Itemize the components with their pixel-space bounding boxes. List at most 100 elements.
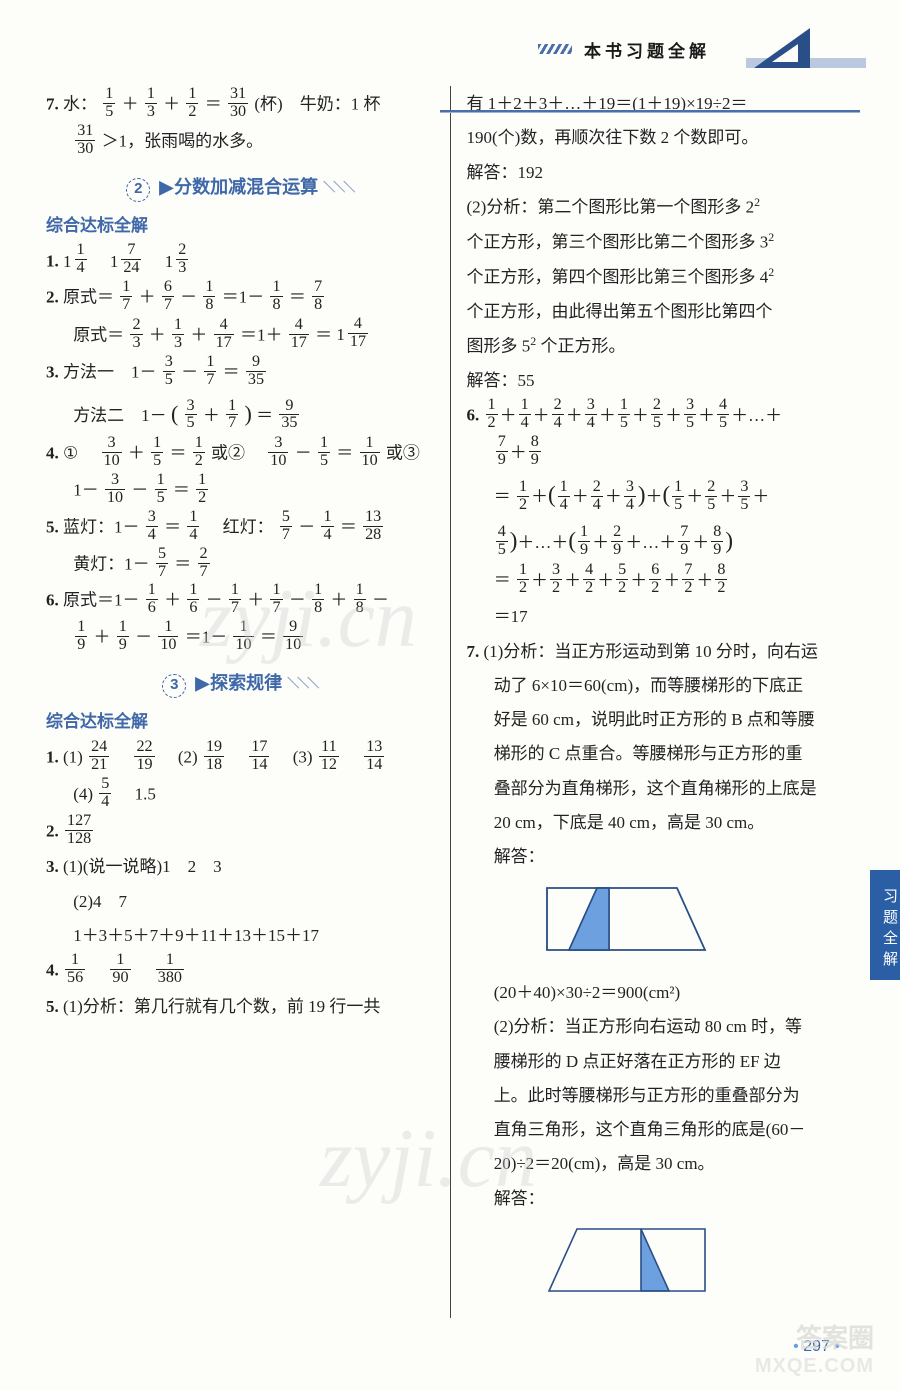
fraction: 27 [198, 546, 210, 581]
op: ＋ [139, 288, 156, 307]
r6-line1: 6. 12＋14＋24＋34＋15＋25＋35＋45＋…＋ [467, 399, 855, 434]
r5-line: (2)分析：第二个图形比第一个图形多 22 [467, 191, 855, 224]
fraction: 935 [246, 354, 266, 389]
right-column: 有 1＋2＋3＋…＋19＝(1＋19)×19÷2＝ 190(个)数，再顺次往下数… [455, 86, 867, 1318]
fraction: 19 [117, 619, 129, 654]
answer-2-line2: 原式＝ 23 ＋ 13 ＋ 417 ＝1＋ 417 ＝ 1417 [46, 318, 434, 354]
fraction: 54 [99, 776, 111, 811]
footer-line2: MXQE.COM [755, 1355, 874, 1378]
fraction: 910 [283, 619, 303, 654]
r7-p1: 梯形的 C 点重合。等腰梯形与正方形的重 [467, 738, 855, 770]
item-number: 5. [46, 517, 59, 536]
fraction: 57 [156, 546, 168, 581]
fraction: 12 [193, 435, 205, 470]
op: － [295, 443, 312, 462]
fraction: 190 [110, 952, 130, 987]
text: 原式＝ [73, 325, 124, 344]
mixed-number: 1724 [110, 244, 144, 279]
text: 1.5 [118, 784, 156, 803]
op: ＝ [336, 443, 353, 462]
trail-icon: ＼＼＼ [287, 676, 317, 690]
answer-3-line2: 方法二 1－ ( 35 ＋ 17 ) ＝ 935 [46, 393, 434, 435]
r6-line2b: 45)＋…＋(19＋29＋…＋79＋89) [467, 519, 855, 563]
fraction: 127128 [65, 813, 93, 848]
op: ＋ [163, 94, 180, 113]
fraction: 15 [155, 472, 167, 507]
footer-line1: 答案圈 [755, 1318, 874, 1355]
figure-1 [537, 880, 855, 971]
section-number: 3 [162, 674, 186, 698]
op: ＋ [122, 94, 139, 113]
op: ＋ [247, 591, 264, 610]
header: 本书习题全解 [34, 24, 866, 74]
footer-watermark: 答案圈 MXQE.COM [755, 1318, 874, 1378]
q7-line1: 7. 水： 15 ＋ 13 ＋ 12 ＝ 3130 (杯) 牛奶：1 杯 [46, 88, 434, 123]
header-title: 本书习题全解 [584, 37, 710, 62]
b5: 5. (1)分析：第几行就有几个数，前 19 行一共 [46, 991, 434, 1023]
fraction: 3130 [75, 123, 95, 158]
fraction: 57 [280, 509, 292, 544]
r5-line: 解答：55 [467, 365, 855, 397]
op: － [131, 480, 148, 499]
r5-line: 有 1＋2＋3＋…＋19＝(1＋19)×19÷2＝ [467, 88, 855, 120]
column-divider-icon [450, 86, 451, 1318]
item-number: 2. [46, 821, 59, 840]
fraction: 12 [186, 86, 198, 121]
r7-p1: 动了 6×10＝60(cm)，而等腰梯形的下底正 [467, 670, 855, 702]
op: － [289, 591, 306, 610]
fraction: 156 [65, 952, 85, 987]
answer-6-line1: 6. 原式＝1－ 16 ＋ 16 － 17 ＋ 17 － 18 ＋ 18 － [46, 584, 434, 619]
r5-line: 个正方形，第四个图形比第三个图形多 42 [467, 261, 855, 294]
r5-line: 个正方形，第三个图形比第二个图形多 32 [467, 226, 855, 259]
fraction: 16 [146, 582, 158, 617]
op: ＝ [260, 628, 277, 647]
op: － [135, 628, 152, 647]
item-number: 5. [46, 997, 59, 1016]
op: ＝1－ [222, 288, 265, 307]
fraction: 13 [145, 86, 157, 121]
r7-p2: 直角三角形，这个直角三角形的底是(60－ [467, 1114, 855, 1146]
figure-2 [537, 1221, 855, 1312]
text: 或③ [386, 443, 420, 462]
op: ＝1＋ [240, 325, 283, 344]
exponent: 2 [768, 265, 774, 279]
item-number: 1. [46, 252, 59, 271]
text: (2) [178, 747, 198, 766]
op: ＋ [203, 406, 220, 425]
fraction: 17 [226, 398, 238, 433]
fraction: 2219 [134, 739, 154, 774]
r7-header: 7. (1)分析：当正方形运动到第 10 分时，向右运 [467, 636, 855, 668]
r5-line: 190(个)数，再顺次往下数 2 个数即可。 [467, 122, 855, 154]
op: ＝ [164, 517, 181, 536]
fraction: 15 [151, 435, 163, 470]
op: ＝ [256, 406, 273, 425]
op: ＋ [330, 591, 347, 610]
fraction: 35 [185, 398, 197, 433]
expr-line: 12＋(14＋24＋34)＋(15＋25＋35＋ [515, 487, 769, 506]
op: ＋ [94, 628, 111, 647]
op: ＋ [190, 325, 207, 344]
trail-icon: ＼＼＼ [323, 180, 353, 194]
bracket-icon: ( [171, 401, 178, 426]
expr-line: 12＋32＋42＋52＋62＋72＋82 [515, 571, 730, 590]
item-number: 3. [46, 857, 59, 876]
text: ＞1，张雨喝的水多。 [102, 131, 264, 150]
fraction: 1112 [319, 739, 339, 774]
section-2-heading: 2 ▶ 分数加减混合运算 ＼＼＼ [46, 170, 434, 204]
fraction: 18 [354, 582, 366, 617]
op: ＝ [494, 487, 511, 506]
op: ＝ [289, 288, 306, 307]
fraction: 17 [204, 354, 216, 389]
text: 原式＝ [63, 288, 114, 307]
op: ＝1－ [185, 628, 228, 647]
op: ＝ [340, 517, 357, 536]
chevron-icon: ▶ [159, 177, 169, 197]
fraction: 19 [75, 619, 87, 654]
fraction: 3130 [228, 86, 248, 121]
text: (1)(说一说略)1 2 3 [63, 857, 222, 876]
answer-5-line1: 5. 蓝灯：1－ 34 ＝ 14 红灯： 57 － 14 ＝ 1328 [46, 511, 434, 546]
b3-line1: 3. (1)(说一说略)1 2 3 [46, 851, 434, 883]
fraction: 310 [102, 435, 122, 470]
fraction: 17 [270, 582, 282, 617]
mixed-number: 123 [165, 244, 191, 279]
